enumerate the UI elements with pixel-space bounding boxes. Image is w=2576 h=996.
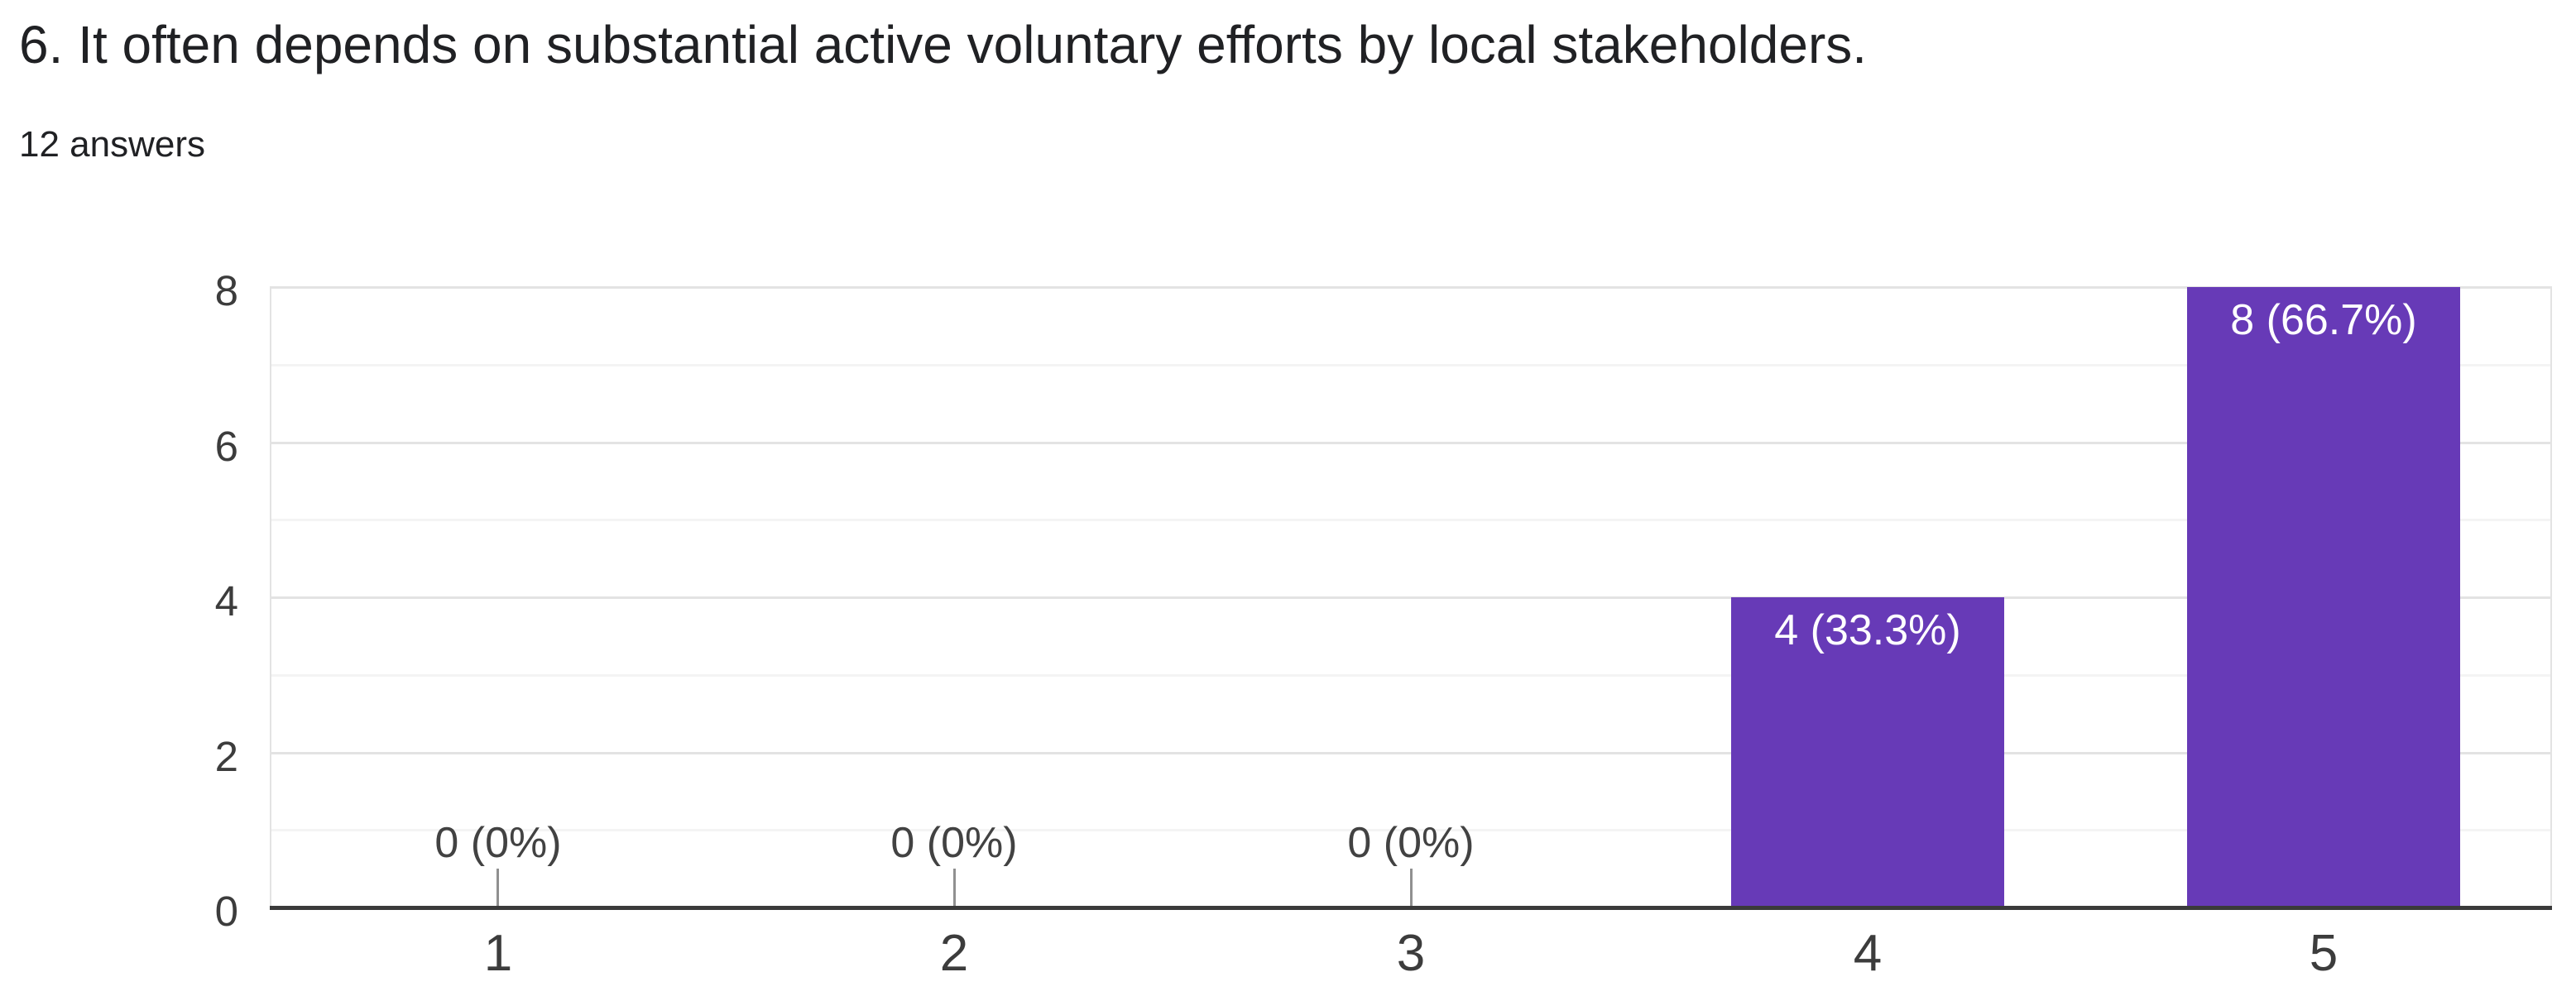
answer-count: 12 answers bbox=[19, 124, 206, 165]
question-title: 6. It often depends on substantial activ… bbox=[19, 15, 1868, 74]
x-axis-tick-label: 4 bbox=[1853, 925, 1883, 982]
bar-category-4: 4 (33.3%) bbox=[1731, 597, 2004, 910]
plot-border-right bbox=[2550, 286, 2552, 907]
gridline-major bbox=[270, 752, 2552, 754]
gridline-minor bbox=[270, 364, 2552, 366]
x-axis-tick-label: 1 bbox=[483, 925, 513, 982]
y-axis-tick-label: 2 bbox=[214, 733, 238, 780]
y-axis-tick-label: 8 bbox=[214, 267, 238, 314]
gridline-major bbox=[270, 286, 2552, 289]
y-axis-tick-label: 4 bbox=[214, 577, 238, 625]
zero-label-stem bbox=[953, 869, 956, 907]
x-axis-line bbox=[270, 906, 2552, 910]
zero-label-stem bbox=[1410, 869, 1413, 907]
gridline-major bbox=[270, 596, 2552, 599]
plot-border-left bbox=[270, 286, 271, 907]
x-axis-tick-label: 2 bbox=[939, 925, 969, 982]
gridline-minor bbox=[270, 829, 2552, 831]
gridline-minor bbox=[270, 519, 2552, 521]
zero-value-label: 0 (0%) bbox=[890, 819, 1018, 867]
zero-label-stem bbox=[496, 869, 499, 907]
gridline-minor bbox=[270, 674, 2552, 677]
bar-value-label: 4 (33.3%) bbox=[1774, 606, 1961, 654]
y-axis-tick-label: 6 bbox=[214, 423, 238, 470]
bar-value-label: 8 (66.7%) bbox=[2230, 296, 2417, 344]
x-axis-tick-label: 5 bbox=[2309, 925, 2339, 982]
gridline-major bbox=[270, 442, 2552, 444]
bar-category-5: 8 (66.7%) bbox=[2187, 287, 2460, 910]
zero-value-label: 0 (0%) bbox=[434, 819, 562, 867]
zero-value-label: 0 (0%) bbox=[1347, 819, 1475, 867]
y-axis-tick-label: 0 bbox=[214, 888, 238, 935]
x-axis-tick-label: 3 bbox=[1396, 925, 1426, 982]
